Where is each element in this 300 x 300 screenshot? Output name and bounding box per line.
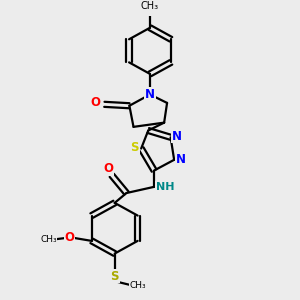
Text: O: O <box>103 162 113 175</box>
Text: CH₃: CH₃ <box>141 1 159 11</box>
Text: N: N <box>176 153 186 166</box>
Text: N: N <box>145 88 155 101</box>
Text: N: N <box>172 130 182 143</box>
Text: S: S <box>110 270 119 283</box>
Text: NH: NH <box>156 182 175 192</box>
Text: CH₃: CH₃ <box>129 281 146 290</box>
Text: O: O <box>91 96 100 110</box>
Text: S: S <box>130 141 139 154</box>
Text: CH₃: CH₃ <box>40 235 57 244</box>
Text: O: O <box>64 231 75 244</box>
